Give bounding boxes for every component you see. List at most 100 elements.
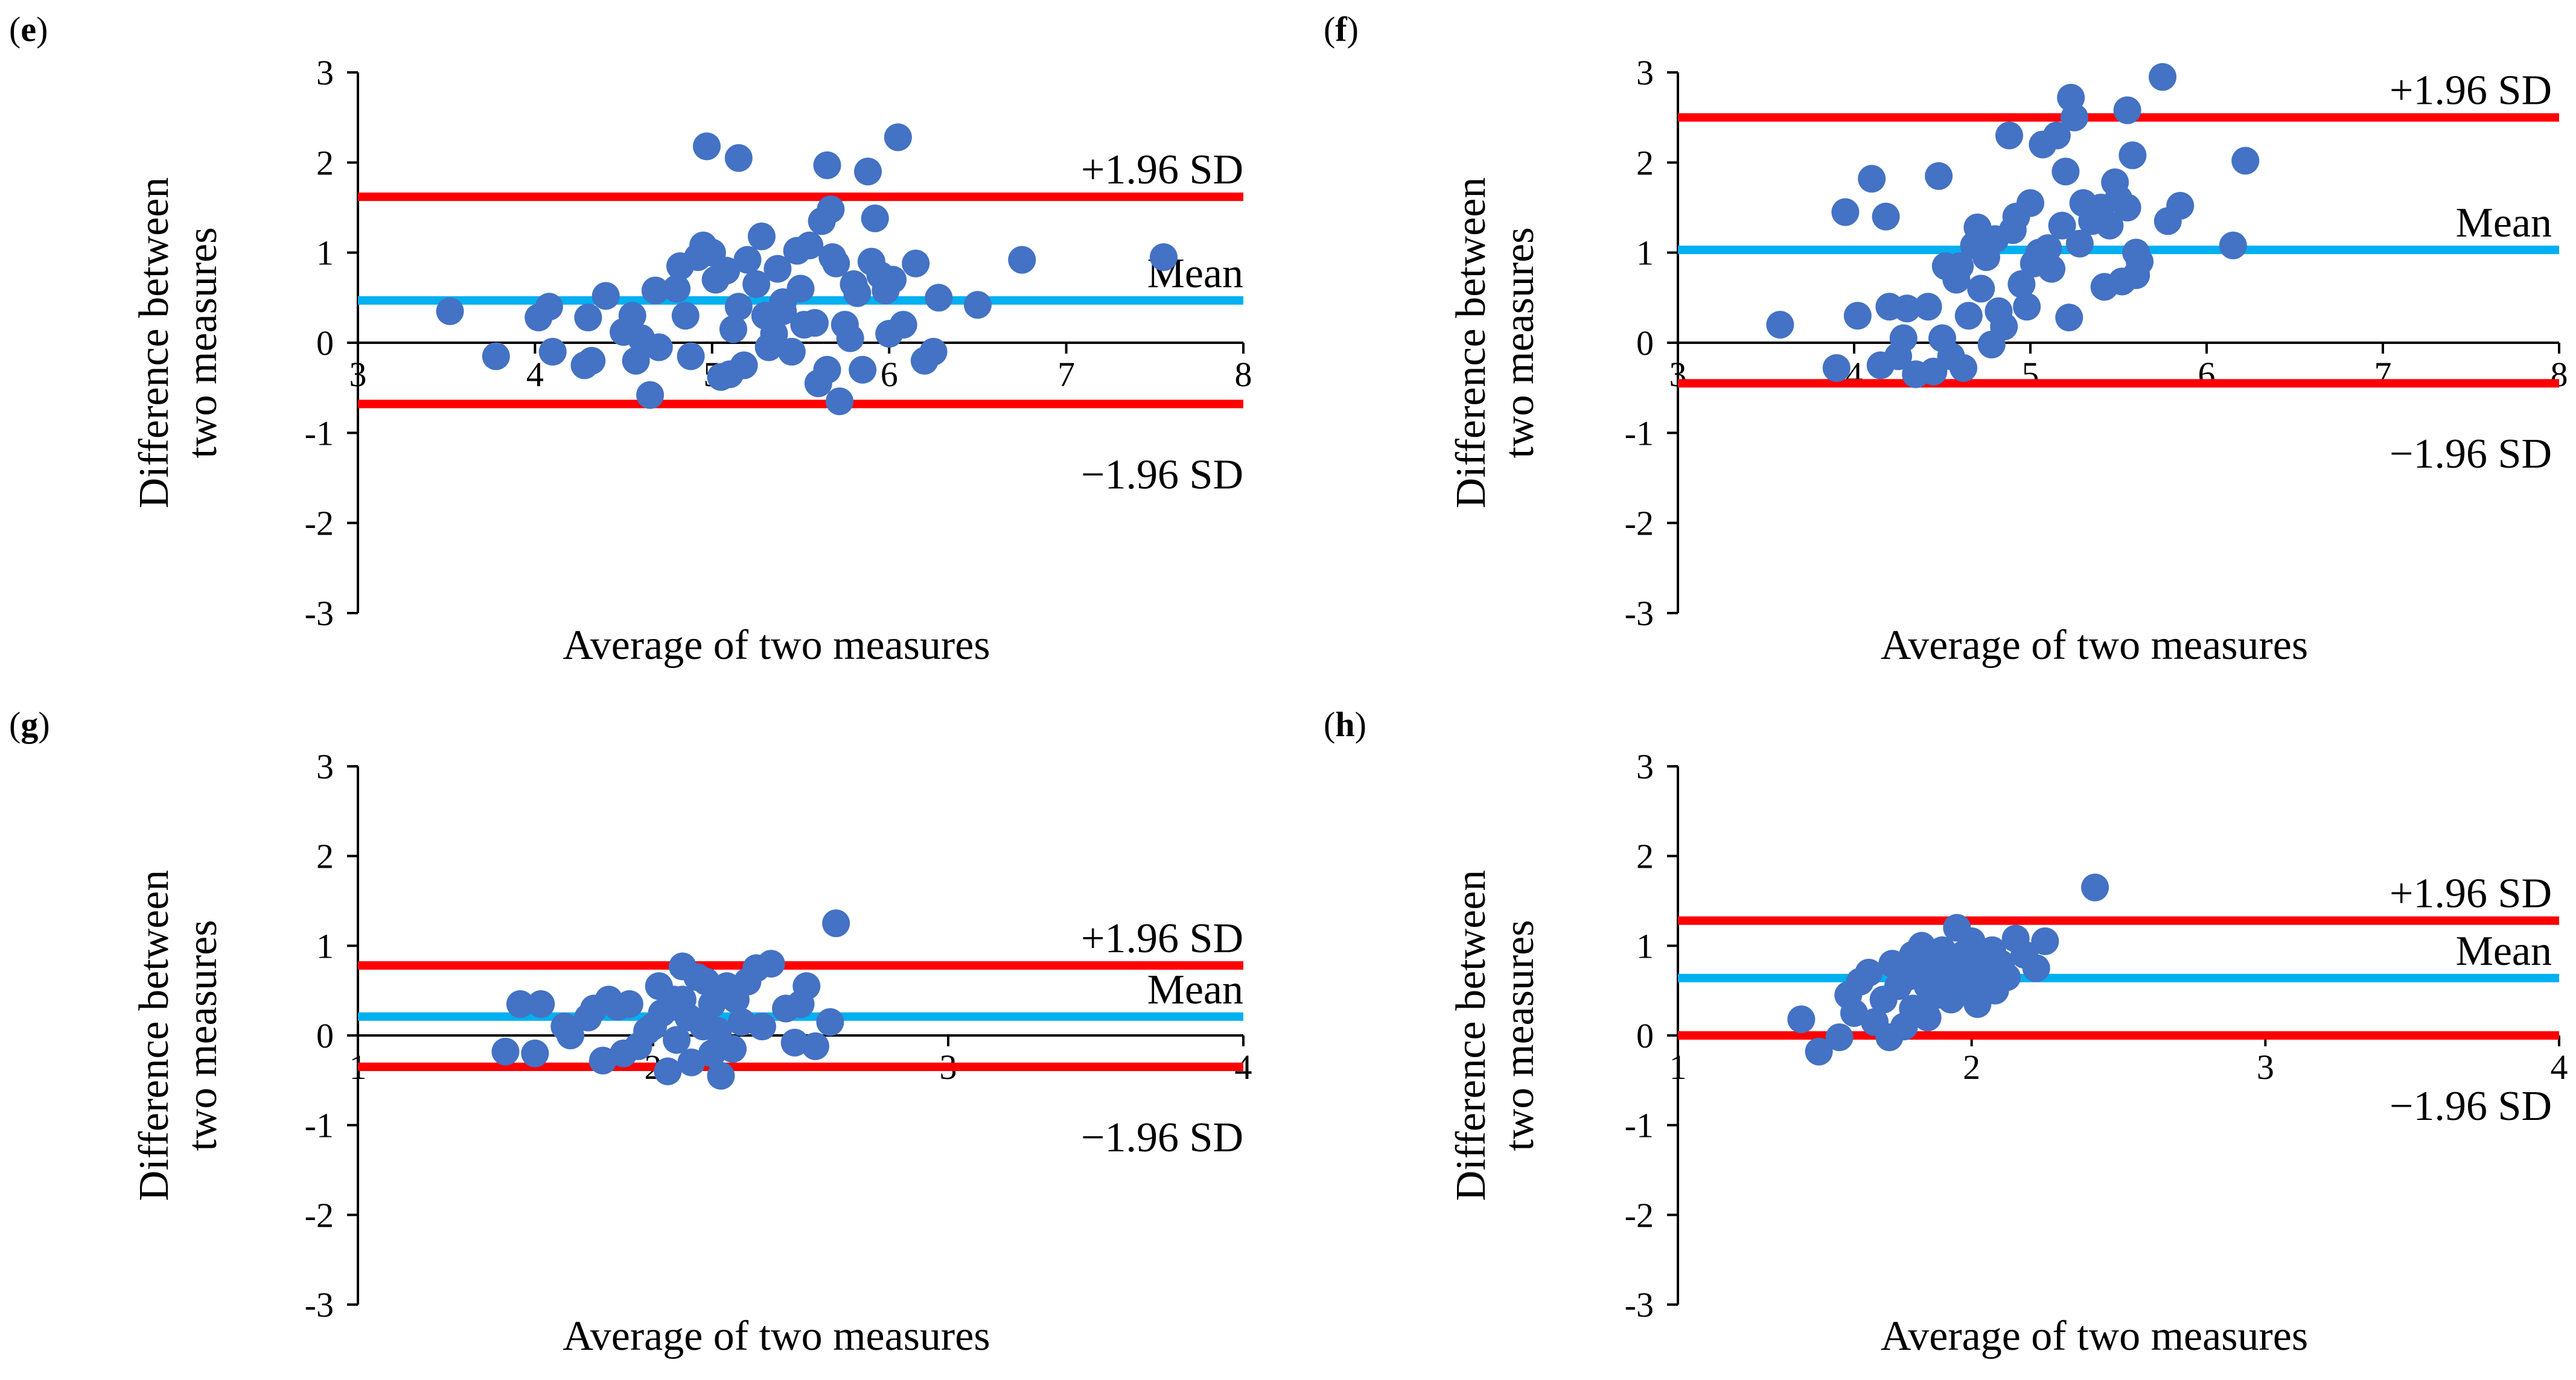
data-point bbox=[2022, 954, 2050, 982]
data-point bbox=[889, 311, 917, 339]
data-point bbox=[2065, 229, 2094, 258]
data-point bbox=[622, 346, 650, 375]
data-point bbox=[849, 355, 877, 384]
x-tick-label: 3 bbox=[2257, 1048, 2274, 1087]
data-point bbox=[2219, 231, 2247, 259]
data-point bbox=[618, 302, 646, 330]
x-tick-label: 7 bbox=[2374, 355, 2392, 394]
data-point bbox=[1805, 1037, 1833, 1066]
y-tick-label: -2 bbox=[305, 1195, 334, 1235]
data-point bbox=[2038, 255, 2066, 283]
x-axis-title: Average of two measures bbox=[563, 1313, 990, 1359]
data-point bbox=[645, 333, 673, 361]
y-tick-label: -1 bbox=[305, 1106, 334, 1145]
data-point bbox=[1995, 121, 2023, 150]
data-point bbox=[843, 279, 872, 307]
panel-label: (f) bbox=[1324, 10, 1359, 49]
y-tick-label: -3 bbox=[1625, 594, 1654, 633]
data-point bbox=[1893, 294, 1921, 323]
x-tick-label: 3 bbox=[1669, 355, 1687, 394]
data-point bbox=[2034, 234, 2062, 262]
data-point bbox=[1831, 198, 1860, 226]
data-point bbox=[853, 157, 882, 186]
lower-limit-label: −1.96 SD bbox=[1081, 452, 1243, 498]
data-point bbox=[641, 276, 669, 305]
y-axis-title-line1: Difference between bbox=[131, 177, 177, 509]
x-tick-label: 3 bbox=[349, 355, 367, 394]
data-point bbox=[2126, 247, 2154, 276]
x-axis-title: Average of two measures bbox=[1881, 1313, 2308, 1359]
data-point bbox=[822, 909, 850, 938]
data-point bbox=[482, 342, 510, 370]
data-point bbox=[792, 972, 821, 1000]
x-tick-label: 8 bbox=[1235, 355, 1252, 394]
y-tick-label: -3 bbox=[1625, 1285, 1654, 1324]
data-point bbox=[1913, 1003, 1942, 1032]
data-point bbox=[2007, 270, 2036, 298]
mean-label: Mean bbox=[2456, 200, 2552, 246]
data-point bbox=[757, 950, 785, 978]
data-point bbox=[677, 342, 705, 370]
data-point bbox=[730, 351, 758, 380]
y-tick-label: 1 bbox=[1636, 926, 1654, 965]
y-tick-label: 0 bbox=[1636, 323, 1654, 363]
data-point bbox=[760, 320, 788, 348]
mean-label: Mean bbox=[2456, 928, 2552, 975]
data-point bbox=[1914, 293, 1942, 321]
y-tick-label: -3 bbox=[305, 594, 334, 633]
y-axis-title-line1: Difference between bbox=[1448, 870, 1494, 1201]
data-point bbox=[719, 315, 748, 343]
data-point bbox=[902, 249, 930, 278]
x-tick-label: 7 bbox=[1057, 355, 1075, 394]
data-point bbox=[2031, 927, 2059, 955]
data-point bbox=[491, 1037, 520, 1066]
data-point bbox=[1008, 246, 1036, 274]
y-tick-label: -1 bbox=[1625, 413, 1654, 453]
data-point bbox=[817, 195, 845, 223]
data-point bbox=[1858, 165, 1886, 193]
data-point bbox=[2081, 873, 2109, 901]
data-point bbox=[1825, 1023, 1854, 1051]
x-tick-label: 5 bbox=[2022, 355, 2039, 394]
data-point bbox=[724, 144, 753, 172]
data-point bbox=[574, 304, 602, 332]
y-tick-label: -2 bbox=[305, 504, 334, 543]
lower-limit-label: −1.96 SD bbox=[1081, 1114, 1243, 1161]
data-point bbox=[1843, 302, 1872, 330]
panel-label: (g) bbox=[9, 705, 50, 744]
y-axis-title-line2: two measures bbox=[179, 227, 226, 459]
data-point bbox=[527, 990, 555, 1018]
data-point bbox=[879, 266, 907, 294]
upper-limit-label: +1.96 SD bbox=[1081, 147, 1243, 193]
data-point bbox=[506, 990, 534, 1018]
lower-limit-label: −1.96 SD bbox=[2389, 431, 2552, 477]
data-point bbox=[2052, 157, 2080, 186]
data-point bbox=[800, 309, 829, 337]
data-point bbox=[786, 275, 815, 303]
data-point bbox=[801, 1032, 829, 1060]
data-point bbox=[2096, 211, 2124, 240]
data-point bbox=[663, 275, 691, 303]
data-point bbox=[742, 270, 771, 298]
data-point bbox=[2119, 141, 2147, 170]
data-point bbox=[1990, 313, 2018, 341]
y-tick-label: 1 bbox=[1636, 234, 1654, 273]
y-tick-label: 3 bbox=[1636, 747, 1654, 786]
data-point bbox=[1855, 958, 1883, 987]
y-tick-label: 0 bbox=[316, 323, 334, 363]
data-point bbox=[1993, 963, 2021, 991]
y-tick-label: 3 bbox=[1636, 53, 1654, 92]
upper-limit-label: +1.96 SD bbox=[1081, 915, 1243, 962]
data-point bbox=[671, 302, 700, 330]
data-point bbox=[692, 967, 721, 996]
mean-label: Mean bbox=[1147, 967, 1243, 1013]
data-point bbox=[813, 151, 841, 179]
data-point bbox=[727, 1008, 756, 1036]
y-axis-title-line2: two measures bbox=[179, 920, 226, 1151]
data-point bbox=[615, 990, 643, 1018]
data-point bbox=[748, 1013, 776, 1041]
data-point bbox=[780, 1028, 809, 1057]
y-tick-label: 1 bbox=[316, 234, 334, 273]
